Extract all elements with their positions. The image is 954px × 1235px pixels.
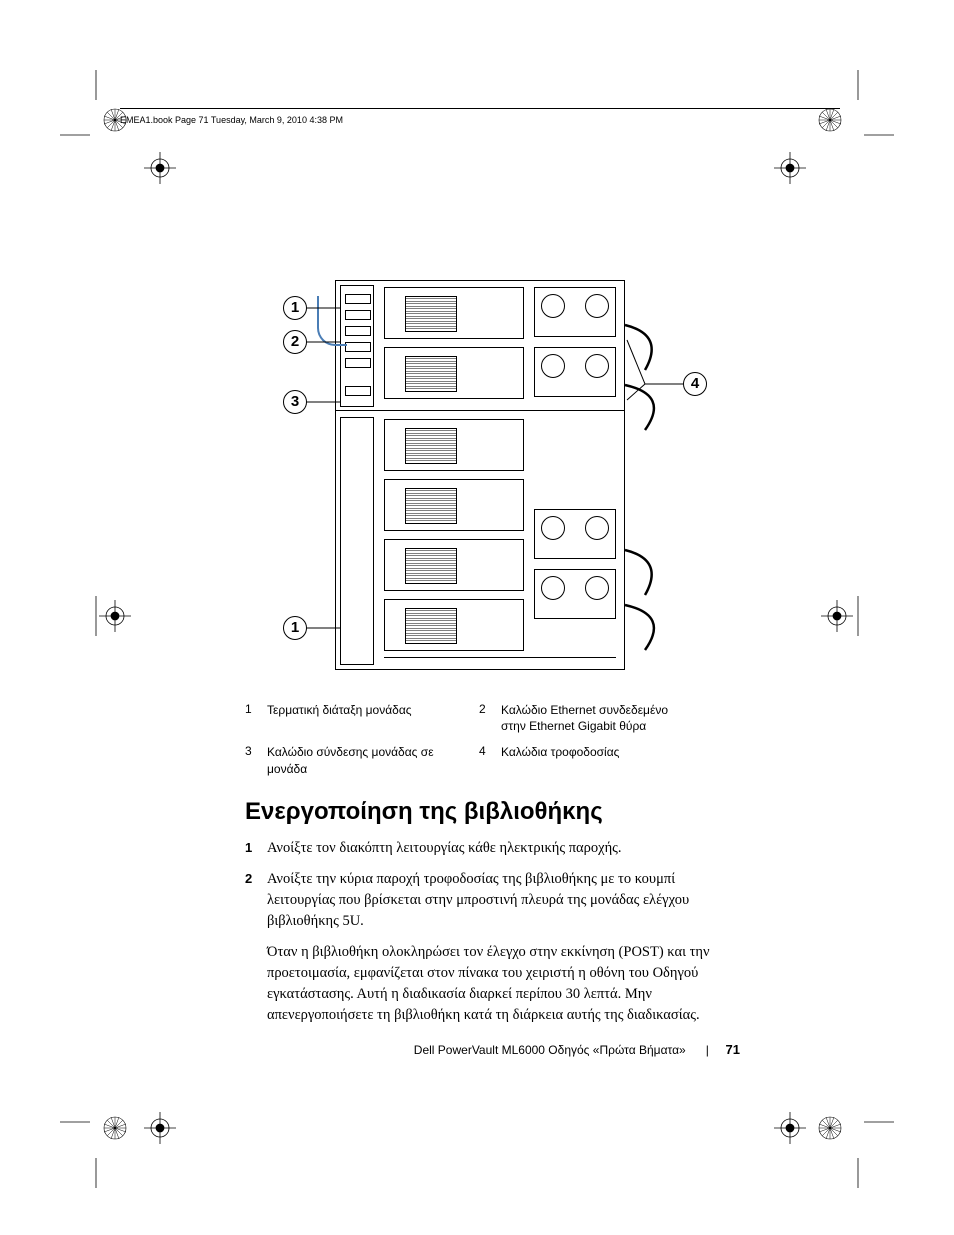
legend-num: 2	[479, 702, 501, 734]
legend-num: 1	[245, 702, 267, 734]
steps-list: 1 Ανοίξτε τον διακόπτη λειτουργίας κάθε …	[245, 838, 740, 1026]
callout-4-label: 4	[691, 375, 699, 392]
list-item: 1 Ανοίξτε τον διακόπτη λειτουργίας κάθε …	[245, 838, 740, 859]
legend-num: 3	[245, 744, 267, 776]
legend-text: Καλώδιο σύνδεσης μονάδας σε μονάδα	[267, 744, 479, 776]
callout-4: 4	[683, 372, 707, 396]
callout-3: 3	[283, 390, 307, 414]
step-number: 1	[245, 838, 267, 859]
callout-2-label: 2	[291, 333, 299, 350]
legend-row: 3 Καλώδιο σύνδεσης μονάδας σε μονάδα 4 Κ…	[245, 744, 745, 776]
header-text: EMEA1.book Page 71 Tuesday, March 9, 201…	[120, 115, 343, 125]
callout-1a: 1	[283, 296, 307, 320]
section-heading: Ενεργοποίηση της βιβλιοθήκης	[245, 798, 603, 826]
legend-text: Καλώδια τροφοδοσίας	[501, 744, 713, 776]
callout-1a-label: 1	[291, 299, 299, 316]
callout-lines	[245, 280, 725, 680]
list-item: 2 Ανοίξτε την κύρια παροχή τροφοδοσίας τ…	[245, 869, 740, 932]
callout-3-label: 3	[291, 393, 299, 410]
callout-1b-label: 1	[291, 619, 299, 636]
page: EMEA1.book Page 71 Tuesday, March 9, 201…	[0, 0, 954, 1235]
step-text: Ανοίξτε την κύρια παροχή τροφοδοσίας της…	[267, 869, 740, 932]
legend-num: 4	[479, 744, 501, 776]
footer-separator: |	[706, 1043, 709, 1057]
footer-title: Dell PowerVault ML6000 Οδηγός «Πρώτα Βήμ…	[414, 1043, 686, 1057]
running-header: EMEA1.book Page 71 Tuesday, March 9, 201…	[120, 108, 840, 125]
callout-2: 2	[283, 330, 307, 354]
hardware-figure: 1 2 3 1 4	[245, 280, 725, 680]
step-note: Όταν η βιβλιοθήκη ολοκληρώσει τον έλεγχο…	[267, 942, 740, 1026]
callout-1b: 1	[283, 616, 307, 640]
legend-text: Καλώδιο Ethernet συνδεδεμένο στην Ethern…	[501, 702, 713, 734]
legend-row: 1 Τερματική διάταξη μονάδας 2 Καλώδιο Et…	[245, 702, 745, 734]
page-footer: Dell PowerVault ML6000 Οδηγός «Πρώτα Βήμ…	[245, 1042, 740, 1057]
step-text: Ανοίξτε τον διακόπτη λειτουργίας κάθε ηλ…	[267, 838, 740, 859]
legend-text: Τερματική διάταξη μονάδας	[267, 702, 479, 734]
figure-legend: 1 Τερματική διάταξη μονάδας 2 Καλώδιο Et…	[245, 702, 745, 787]
page-number: 71	[726, 1042, 740, 1057]
step-number: 2	[245, 869, 267, 932]
